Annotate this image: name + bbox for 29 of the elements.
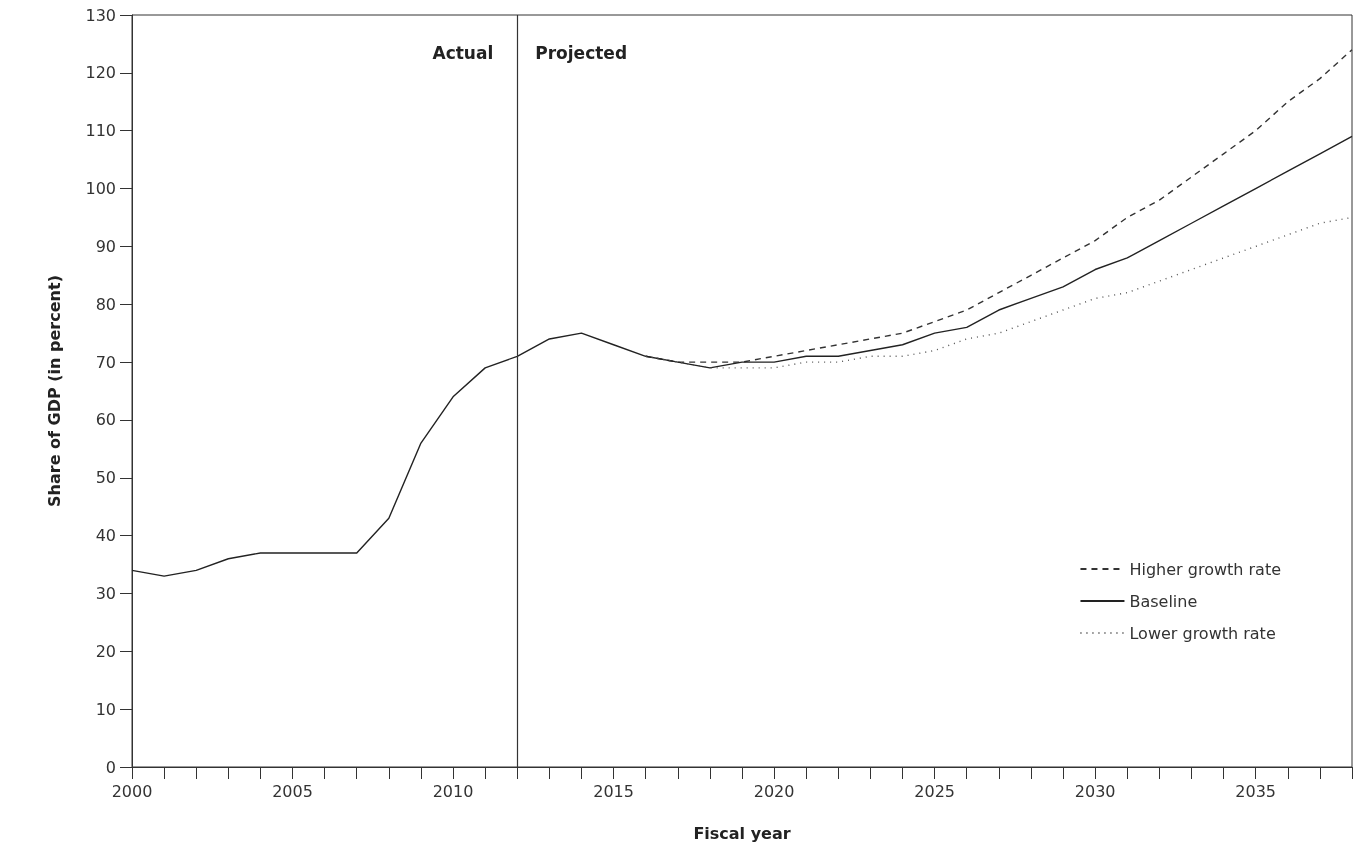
y-tick-label: 130 bbox=[85, 5, 116, 25]
y-tick-label: 70 bbox=[95, 352, 116, 372]
x-tick-label: 2030 bbox=[1074, 781, 1116, 801]
x-axis-title: Fiscal year bbox=[693, 823, 791, 843]
y-tick-label: 50 bbox=[95, 468, 116, 488]
x-tick-label: 2010 bbox=[432, 781, 474, 801]
y-axis-title: Share of GDP (in percent) bbox=[44, 275, 64, 507]
x-tick-label: 2020 bbox=[753, 781, 795, 801]
y-tick-label: 40 bbox=[95, 526, 116, 546]
x-tick-label: 2025 bbox=[914, 781, 955, 801]
y-tick-label: 120 bbox=[85, 63, 116, 83]
y-tick-label: 100 bbox=[85, 179, 116, 199]
y-tick-label: 30 bbox=[95, 583, 116, 603]
x-tick-label: 2005 bbox=[272, 781, 313, 801]
y-tick-label: 60 bbox=[95, 410, 116, 430]
legend-label: Lower growth rate bbox=[1129, 623, 1276, 643]
legend-label: Higher growth rate bbox=[1129, 559, 1282, 579]
y-tick-label: 80 bbox=[95, 294, 116, 314]
annotation: Projected bbox=[535, 42, 628, 63]
y-tick-label: 0 bbox=[105, 757, 116, 777]
x-tick-label: 2000 bbox=[111, 781, 153, 801]
y-tick-label: 110 bbox=[85, 121, 116, 141]
y-tick-label: 10 bbox=[95, 699, 116, 719]
legend-label: Baseline bbox=[1129, 591, 1198, 611]
y-tick-label: 90 bbox=[95, 236, 116, 256]
x-tick-label: 2015 bbox=[593, 781, 634, 801]
x-tick-label: 2035 bbox=[1235, 781, 1277, 801]
annotation: Actual bbox=[432, 42, 494, 63]
y-tick-label: 20 bbox=[95, 641, 116, 661]
